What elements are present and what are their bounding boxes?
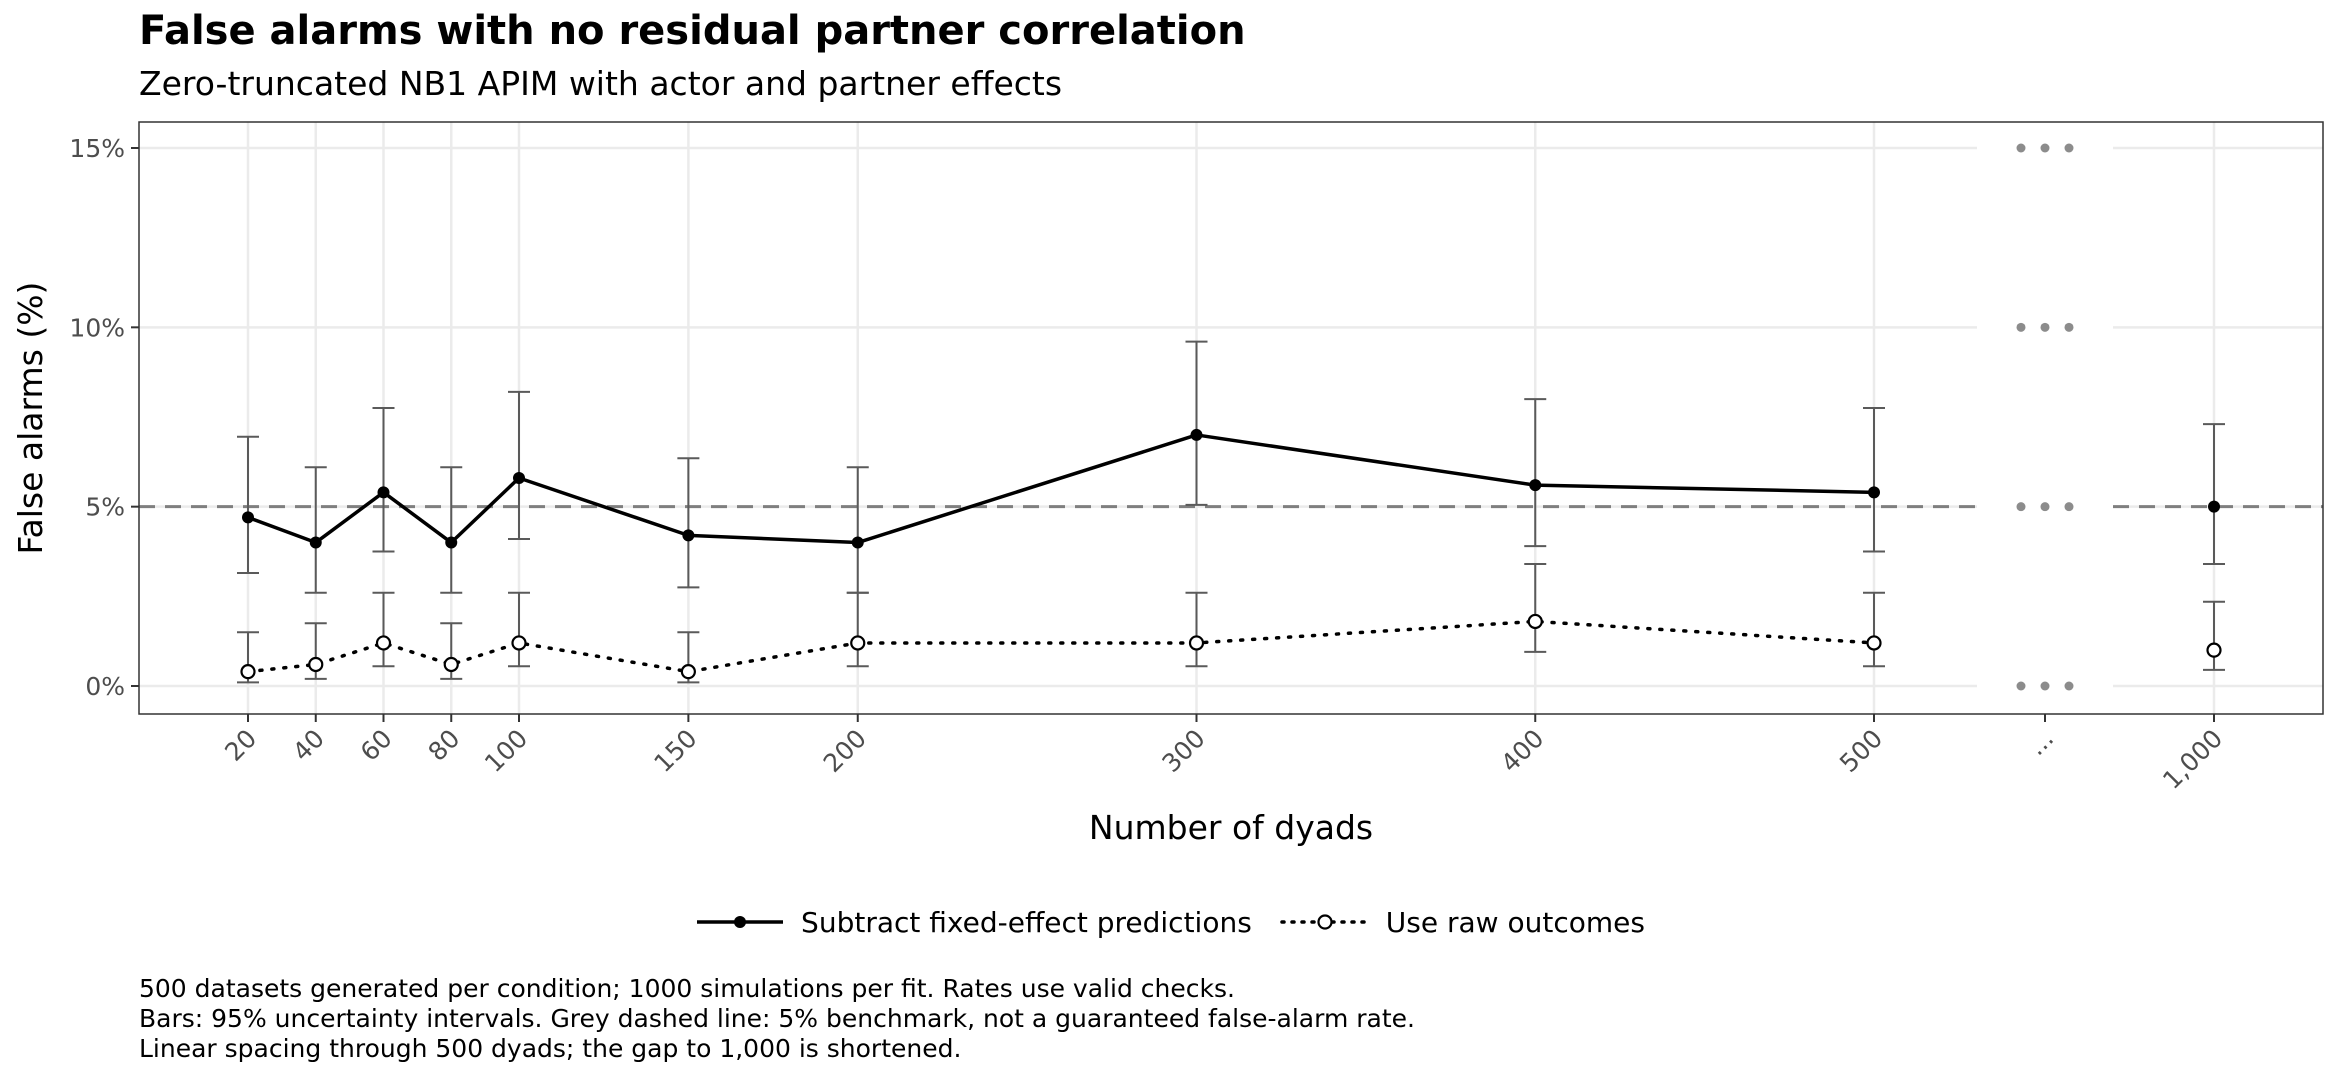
caption: 500 datasets generated per condition; 10…: [139, 974, 1415, 1064]
data-point: [1190, 428, 1203, 441]
x-tick-label: 300: [1156, 724, 1210, 778]
x-tick-label: 20: [219, 724, 262, 767]
gap-dot-marker: [2064, 681, 2074, 691]
y-axis-label: False alarms (%): [11, 282, 50, 555]
y-tick-label: 5%: [85, 493, 125, 522]
data-point: [2206, 642, 2222, 658]
series-raw-outcomes: [237, 563, 2225, 684]
gap-dot-marker: [2016, 322, 2026, 332]
data-point: [513, 471, 525, 484]
data-point: [682, 529, 695, 542]
data-point: [680, 664, 696, 680]
caption-line-2: Bars: 95% uncertainty intervals. Grey da…: [139, 1004, 1415, 1033]
chart-subtitle: Zero-truncated NB1 APIM with actor and p…: [139, 64, 1063, 103]
data-point: [2208, 500, 2220, 513]
x-tick-label: 40: [287, 724, 330, 767]
gap-dot-marker: [2064, 322, 2074, 332]
x-tick-label: 100: [479, 724, 533, 778]
x-tick-label: 1,000: [2157, 724, 2228, 795]
gap-dot-marker: [2040, 502, 2050, 512]
false-alarm-chart: 0% 5% 10% 15% 20 40 60 80 100 150 200 300 400 500... 1…: [11, 121, 2324, 847]
y-tick-label: 10%: [69, 313, 125, 342]
data-point: [511, 635, 527, 651]
chart-title: False alarms with no residual partner co…: [139, 8, 1246, 54]
data-point: [851, 536, 864, 549]
caption-line-1: 500 datasets generated per condition; 10…: [139, 974, 1235, 1003]
x-axis-label: Number of dyads: [1089, 808, 1373, 847]
x-tick-label: 60: [355, 724, 398, 767]
data-point: [309, 536, 322, 549]
gap-dot-marker: [2016, 681, 2026, 691]
gap-dot-marker: [2040, 143, 2050, 153]
data-point: [240, 664, 256, 680]
data-point: [1866, 635, 1882, 651]
data-series: [237, 340, 2225, 684]
data-point: [1188, 635, 1205, 651]
gap-dot-marker: [2040, 322, 2050, 332]
data-point: [1527, 613, 1543, 630]
data-point: [445, 536, 458, 549]
x-tick-label: 80: [422, 724, 465, 767]
x-tick-label: ...: [2022, 724, 2059, 761]
legend-label-raw: Use raw outcomes: [1385, 905, 1645, 939]
y-tick-label: 15%: [69, 134, 125, 163]
plot-panel-border: [138, 121, 2324, 715]
series-line: [247, 433, 1875, 545]
plot-panel-background: [139, 122, 2323, 714]
caption-line-3: Linear spacing through 500 dyads; the ga…: [139, 1034, 962, 1063]
gap-dot-marker: [2040, 681, 2050, 691]
legend-item-raw: Use raw outcomes: [1280, 906, 1645, 939]
y-tick-label: 0%: [85, 672, 125, 701]
data-point: [377, 486, 390, 499]
gap-dot-marker: [2064, 143, 2074, 153]
legend: Subtract fixed-effect predictions Use ra…: [0, 900, 2340, 944]
x-tick-label: 200: [818, 724, 872, 778]
gap-dot-marker: [2016, 143, 2026, 153]
data-point: [375, 635, 392, 651]
x-tick-label: 500: [1834, 724, 1888, 778]
legend-item-subtract: Subtract fixed-effect predictions: [695, 906, 1252, 939]
legend-label-subtract: Subtract fixed-effect predictions: [801, 905, 1252, 939]
data-point: [308, 656, 324, 673]
x-tick-label: 150: [648, 724, 702, 778]
gap-dot-marker: [2064, 502, 2074, 512]
legend-key-solid-line-icon: [697, 916, 784, 928]
data-point: [1529, 479, 1542, 492]
data-point: [850, 635, 866, 651]
series-subtract-fixed-effect: [237, 340, 2225, 594]
data-point: [242, 511, 254, 524]
legend-key-dotted-line-icon: [1280, 914, 1370, 930]
x-tick-label: 400: [1495, 724, 1549, 778]
gap-dot-marker: [2016, 502, 2026, 512]
data-point: [443, 656, 459, 673]
data-point: [1868, 486, 1880, 499]
